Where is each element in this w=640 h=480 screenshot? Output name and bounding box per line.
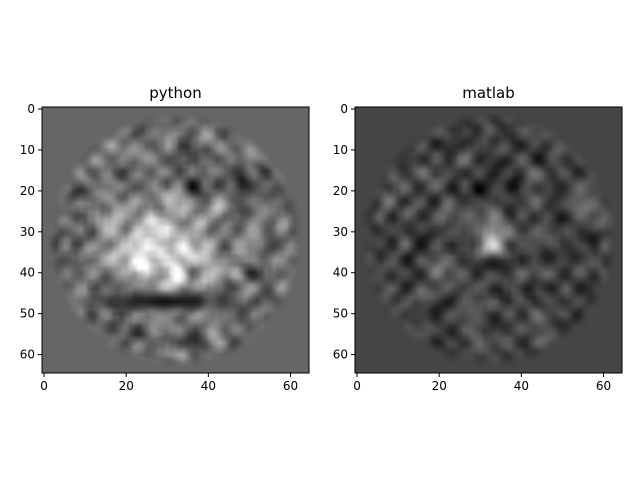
matlab-axes-frame xyxy=(354,106,623,374)
matlab-panel: matlab 0 20 40 60 0 10 20 30 40 50 60 xyxy=(333,84,623,393)
matlab-title: matlab xyxy=(462,84,515,102)
python-xtick-label: 20 xyxy=(119,379,134,393)
matlab-ytick-label: 10 xyxy=(333,143,348,157)
python-ytick-label: 20 xyxy=(20,184,35,198)
python-image xyxy=(42,107,309,373)
matlab-image xyxy=(355,107,622,373)
python-ytick-label: 60 xyxy=(20,348,35,362)
python-xtick-label: 60 xyxy=(283,379,298,393)
python-ytick-label: 40 xyxy=(20,266,35,280)
python-xtick-label: 0 xyxy=(40,379,48,393)
python-ytick-label: 30 xyxy=(20,225,35,239)
matlab-ytick-label: 30 xyxy=(333,225,348,239)
matlab-xtick-label: 40 xyxy=(514,379,529,393)
matlab-xtick-label: 60 xyxy=(596,379,611,393)
python-ytick-label: 0 xyxy=(27,102,35,116)
python-ytick-label: 10 xyxy=(20,143,35,157)
matlab-ytick-label: 0 xyxy=(340,102,348,116)
matlab-ticks: 0 20 40 60 0 10 20 30 40 50 60 xyxy=(333,102,611,393)
matlab-xtick-label: 0 xyxy=(353,379,361,393)
python-axes-frame xyxy=(41,106,310,374)
matlab-ytick-label: 40 xyxy=(333,266,348,280)
python-xtick-label: 40 xyxy=(201,379,216,393)
python-ticks: 0 20 40 60 0 10 20 30 40 50 60 xyxy=(20,102,298,393)
matlab-ytick-label: 20 xyxy=(333,184,348,198)
matlab-ytick-label: 60 xyxy=(333,348,348,362)
python-title: python xyxy=(149,84,201,102)
python-ytick-label: 50 xyxy=(20,307,35,321)
matlab-ytick-label: 50 xyxy=(333,307,348,321)
python-panel: python 0 20 40 60 0 10 20 30 40 50 60 xyxy=(20,84,310,393)
matlab-xtick-label: 20 xyxy=(432,379,447,393)
